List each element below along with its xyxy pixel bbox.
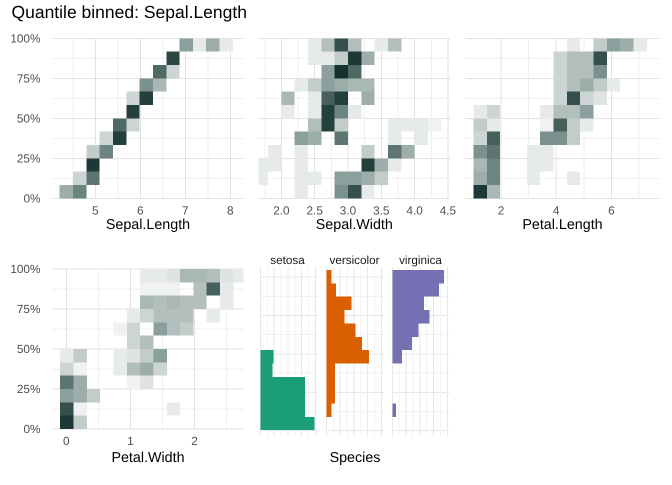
svg-text:virginica: virginica — [399, 254, 442, 267]
svg-text:100%: 100% — [10, 32, 41, 46]
svg-text:75%: 75% — [17, 72, 41, 86]
svg-text:Species: Species — [330, 450, 381, 466]
svg-text:2.0: 2.0 — [273, 203, 290, 217]
svg-text:0%: 0% — [23, 422, 41, 436]
svg-text:Petal.Width: Petal.Width — [111, 450, 184, 466]
svg-text:setosa: setosa — [270, 254, 305, 267]
svg-text:5: 5 — [92, 203, 99, 217]
svg-text:versicolor: versicolor — [329, 254, 379, 267]
svg-text:4.0: 4.0 — [406, 203, 423, 217]
svg-text:1: 1 — [127, 434, 134, 448]
svg-text:0%: 0% — [23, 192, 41, 206]
svg-text:3.5: 3.5 — [373, 203, 390, 217]
svg-text:Sepal.Length: Sepal.Length — [106, 217, 190, 233]
svg-text:Petal.Length: Petal.Length — [522, 217, 602, 233]
svg-text:2: 2 — [191, 434, 198, 448]
svg-text:6: 6 — [608, 203, 615, 217]
svg-text:0: 0 — [63, 434, 70, 448]
svg-text:4: 4 — [553, 203, 560, 217]
svg-text:7: 7 — [182, 203, 189, 217]
svg-text:25%: 25% — [17, 382, 41, 396]
svg-text:2: 2 — [498, 203, 505, 217]
svg-text:6: 6 — [137, 203, 144, 217]
svg-text:2.5: 2.5 — [306, 203, 323, 217]
svg-text:8: 8 — [227, 203, 234, 217]
svg-text:100%: 100% — [10, 262, 41, 276]
svg-text:25%: 25% — [17, 152, 41, 166]
svg-text:Sepal.Width: Sepal.Width — [316, 217, 393, 233]
svg-text:75%: 75% — [17, 302, 41, 316]
svg-text:Quantile binned: Sepal.Length: Quantile binned: Sepal.Length — [12, 2, 247, 22]
svg-text:4.5: 4.5 — [440, 203, 457, 217]
svg-text:50%: 50% — [17, 342, 41, 356]
svg-text:50%: 50% — [17, 112, 41, 126]
svg-text:3.0: 3.0 — [340, 203, 357, 217]
